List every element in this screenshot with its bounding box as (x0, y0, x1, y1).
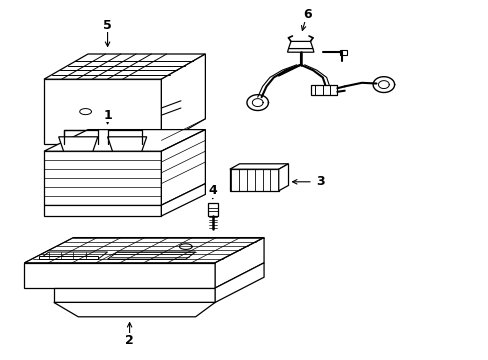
Polygon shape (24, 263, 215, 288)
Text: 5: 5 (103, 19, 112, 32)
Polygon shape (44, 205, 161, 216)
Polygon shape (54, 288, 215, 302)
Polygon shape (310, 85, 337, 95)
Polygon shape (107, 252, 195, 259)
Polygon shape (44, 79, 161, 144)
Polygon shape (44, 54, 205, 79)
Polygon shape (63, 130, 98, 144)
Polygon shape (161, 54, 205, 144)
Polygon shape (24, 238, 264, 263)
Text: 3: 3 (315, 175, 324, 188)
Text: 1: 1 (103, 109, 112, 122)
Polygon shape (54, 302, 215, 317)
Polygon shape (161, 130, 205, 205)
Polygon shape (215, 238, 264, 288)
Polygon shape (39, 252, 107, 259)
Polygon shape (207, 203, 217, 216)
Polygon shape (229, 164, 288, 169)
Polygon shape (107, 137, 146, 151)
Polygon shape (44, 130, 205, 151)
Text: 2: 2 (125, 334, 134, 347)
Polygon shape (59, 137, 98, 151)
Text: 4: 4 (208, 184, 217, 197)
Polygon shape (288, 41, 312, 49)
Polygon shape (39, 256, 98, 259)
Polygon shape (161, 184, 205, 216)
Polygon shape (107, 130, 142, 144)
Polygon shape (278, 164, 288, 191)
Polygon shape (339, 50, 346, 55)
Polygon shape (215, 263, 264, 302)
Polygon shape (44, 151, 161, 205)
Text: 6: 6 (302, 8, 311, 21)
Polygon shape (229, 169, 278, 191)
Polygon shape (287, 49, 313, 52)
